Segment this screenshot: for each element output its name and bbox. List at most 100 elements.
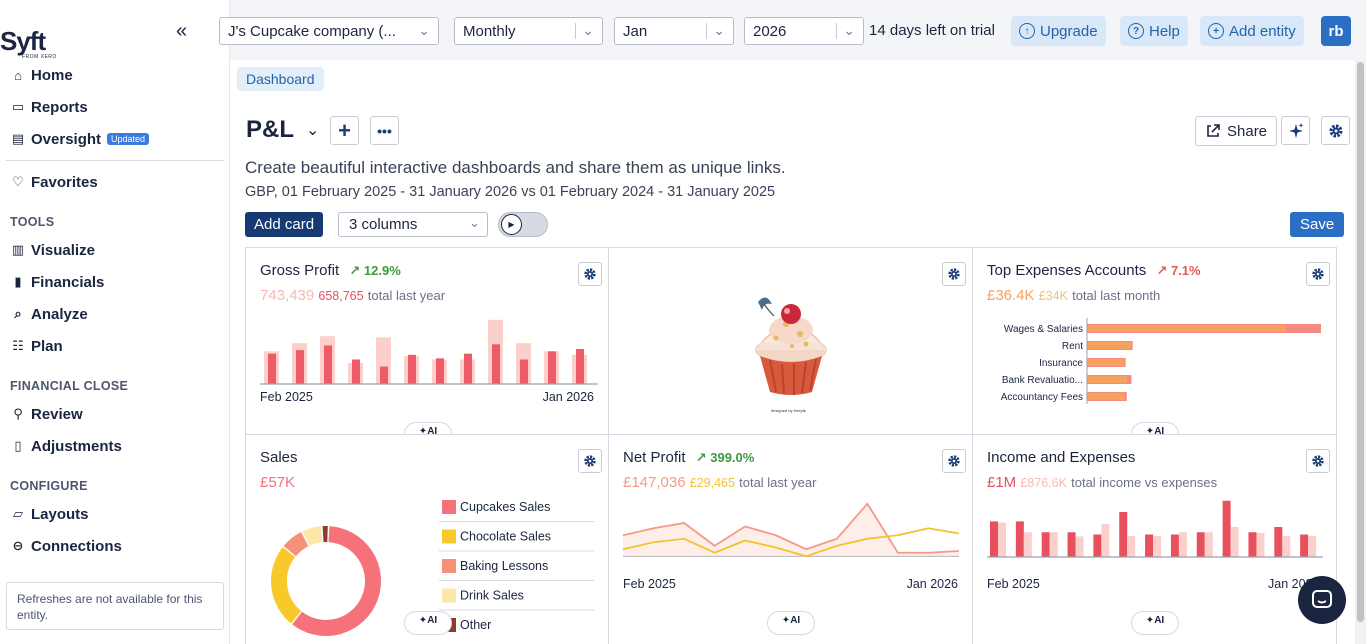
period-select[interactable]: Monthly ⌄ [454, 17, 603, 45]
sidebar-item-oversight[interactable]: ▤ Oversight Updated [10, 126, 150, 152]
sidebar-item-label: Layouts [31, 505, 89, 523]
main-content: Dashboard P&L ⌄ + ••• Share Create beaut… [230, 60, 1366, 644]
chevrons-left-icon[interactable]: « [176, 20, 188, 42]
income-expenses-chart[interactable] [973, 495, 1337, 575]
image-card[interactable]: designed by freepik [609, 248, 973, 435]
top-bar: J's Cupcake company (... ⌄ Monthly ⌄ Jan… [219, 0, 1366, 60]
add-card-button[interactable]: Add card [245, 212, 324, 237]
add-entity-button[interactable]: + Add entity [1200, 16, 1304, 46]
card-value: £147,036 £29,465 total last year [623, 474, 816, 491]
sidebar-item-plan[interactable]: ☷ Plan [10, 333, 63, 359]
chat-button[interactable] [1298, 576, 1346, 624]
sidebar-item-review[interactable]: ⚲ Review [10, 401, 82, 427]
ai-button[interactable]: ✦ AI [404, 422, 452, 434]
category-label: Wages & Salaries [1004, 324, 1083, 335]
ai-button[interactable]: ✦ AI [1131, 611, 1179, 635]
change-value: 399.0% [710, 450, 755, 465]
share-button[interactable]: Share [1195, 116, 1278, 146]
sparkle-icon: ✦ [1145, 426, 1155, 435]
help-label: Help [1149, 22, 1180, 40]
columns-select[interactable]: 3 columns ⌄ [338, 212, 488, 237]
change-badge: ↗ 399.0% [696, 450, 755, 465]
bar-expense [1049, 532, 1058, 557]
change-value: 7.1% [1170, 263, 1201, 278]
scrollbar-thumb[interactable] [1357, 62, 1364, 622]
card-settings-button[interactable] [578, 262, 602, 286]
dashboard-description: Create beautiful interactive dashboards … [245, 158, 786, 177]
upgrade-button[interactable]: ↑ Upgrade [1011, 16, 1106, 46]
card-settings-button[interactable] [1306, 449, 1330, 473]
help-button[interactable]: ? Help [1120, 16, 1188, 46]
ai-button[interactable]: ✦ AI [1131, 422, 1179, 435]
category-label: Accountancy Fees [1001, 392, 1083, 403]
avatar[interactable]: rb [1321, 16, 1351, 46]
ai-button[interactable]: ✦ AI [404, 611, 452, 635]
income-expenses-card[interactable]: Income and Expenses £1M £876.6K total in… [973, 435, 1337, 644]
ai-label: AI [790, 615, 801, 626]
sidebar-item-adjustments[interactable]: ▯ Adjustments [10, 433, 121, 459]
current-value: £1M [987, 474, 1017, 491]
sales-card[interactable]: Sales £57K Cupcakes Sales Chocolate Sales… [245, 435, 609, 644]
bar-expense [1256, 533, 1265, 557]
autoplay-toggle[interactable]: ▶ [498, 212, 548, 237]
save-button[interactable]: Save [1290, 212, 1345, 237]
add-dashboard-button[interactable]: + [330, 116, 359, 145]
ai-sparkle-button[interactable] [1281, 116, 1310, 145]
entity-select[interactable]: J's Cupcake company (... ⌄ [219, 17, 439, 45]
month-select[interactable]: Jan ⌄ [614, 17, 734, 45]
gross-profit-chart[interactable] [246, 310, 609, 430]
current-value: 743,439 [260, 287, 315, 304]
card-settings-button[interactable] [942, 449, 966, 473]
compare-text: total income vs expenses [1071, 475, 1218, 490]
chevron-down-icon[interactable]: ⌄ [306, 122, 320, 139]
ai-button[interactable]: ✦ AI [767, 611, 815, 635]
page-scrollbar[interactable] [1355, 60, 1366, 644]
card-settings-button[interactable] [1306, 262, 1330, 286]
sidebar-item-label: Analyze [31, 305, 88, 323]
gross-profit-card[interactable]: Gross Profit ↗ 12.9% 743,439 658,765 tot… [245, 248, 609, 435]
bar-current [352, 359, 360, 384]
period-select-value: Monthly [463, 22, 516, 40]
legend-label: Cupcakes Sales [460, 500, 550, 514]
trend-up-icon: ↗ [349, 263, 361, 278]
more-options-button[interactable]: ••• [370, 116, 399, 145]
card-settings-button[interactable] [578, 449, 602, 473]
bar-current [520, 359, 528, 384]
sidebar-item-label: Reports [31, 98, 88, 116]
pie-slice [283, 531, 309, 557]
sidebar-item-analyze[interactable]: ⌕ Analyze [10, 301, 88, 327]
card-settings-button[interactable] [942, 262, 966, 286]
top-expenses-chart[interactable]: Wages & Salaries Rent Insurance Bank Revalu… [973, 318, 1337, 418]
link-icon: ⊖ [12, 538, 24, 553]
chevron-down-icon: ⌄ [843, 22, 855, 38]
ai-label: AI [1154, 615, 1165, 626]
category-label: Bank Revaluatio... [1002, 375, 1083, 386]
dashboard-settings-button[interactable] [1321, 116, 1350, 145]
net-profit-chart[interactable] [609, 495, 973, 575]
sidebar-item-financials[interactable]: ▮ Financials [10, 269, 104, 295]
sidebar-item-reports[interactable]: ▭ Reports [10, 94, 88, 120]
net-profit-card[interactable]: Net Profit ↗ 399.0% £147,036 £29,465 tot… [609, 435, 973, 644]
x-axis-start-label: Feb 2025 [260, 390, 313, 404]
card-value: 743,439 658,765 total last year [260, 287, 445, 304]
sidebar-item-label: Visualize [31, 241, 95, 259]
logo[interactable]: Syft FROM XERO [0, 14, 60, 60]
sidebar-item-connections[interactable]: ⊖ Connections [10, 533, 122, 559]
bar-current [380, 366, 388, 384]
legend-label: Baking Lessons [460, 559, 548, 573]
sidebar-item-favorites[interactable]: ♡ Favorites [10, 169, 98, 195]
plus-circle-icon: + [1208, 23, 1224, 39]
sidebar-item-layouts[interactable]: ▱ Layouts [10, 501, 89, 527]
columns-select-value: 3 columns [349, 216, 418, 233]
breadcrumb[interactable]: Dashboard [237, 67, 324, 91]
year-select[interactable]: 2026 ⌄ [744, 17, 864, 45]
sales-chart[interactable]: Cupcakes Sales Chocolate Sales Baking Less… [246, 493, 609, 643]
sidebar-item-visualize[interactable]: ▥ Visualize [10, 237, 95, 263]
bar-expense [1204, 532, 1213, 557]
gear-icon [1312, 268, 1324, 280]
card-title-text: Sales [260, 449, 298, 466]
gear-icon [948, 268, 960, 280]
sidebar-item-home[interactable]: ⌂ Home [10, 62, 73, 88]
help-circle-icon: ? [1128, 23, 1144, 39]
top-expenses-card[interactable]: Top Expenses Accounts ↗ 7.1% £36.4K £34K… [973, 248, 1337, 435]
